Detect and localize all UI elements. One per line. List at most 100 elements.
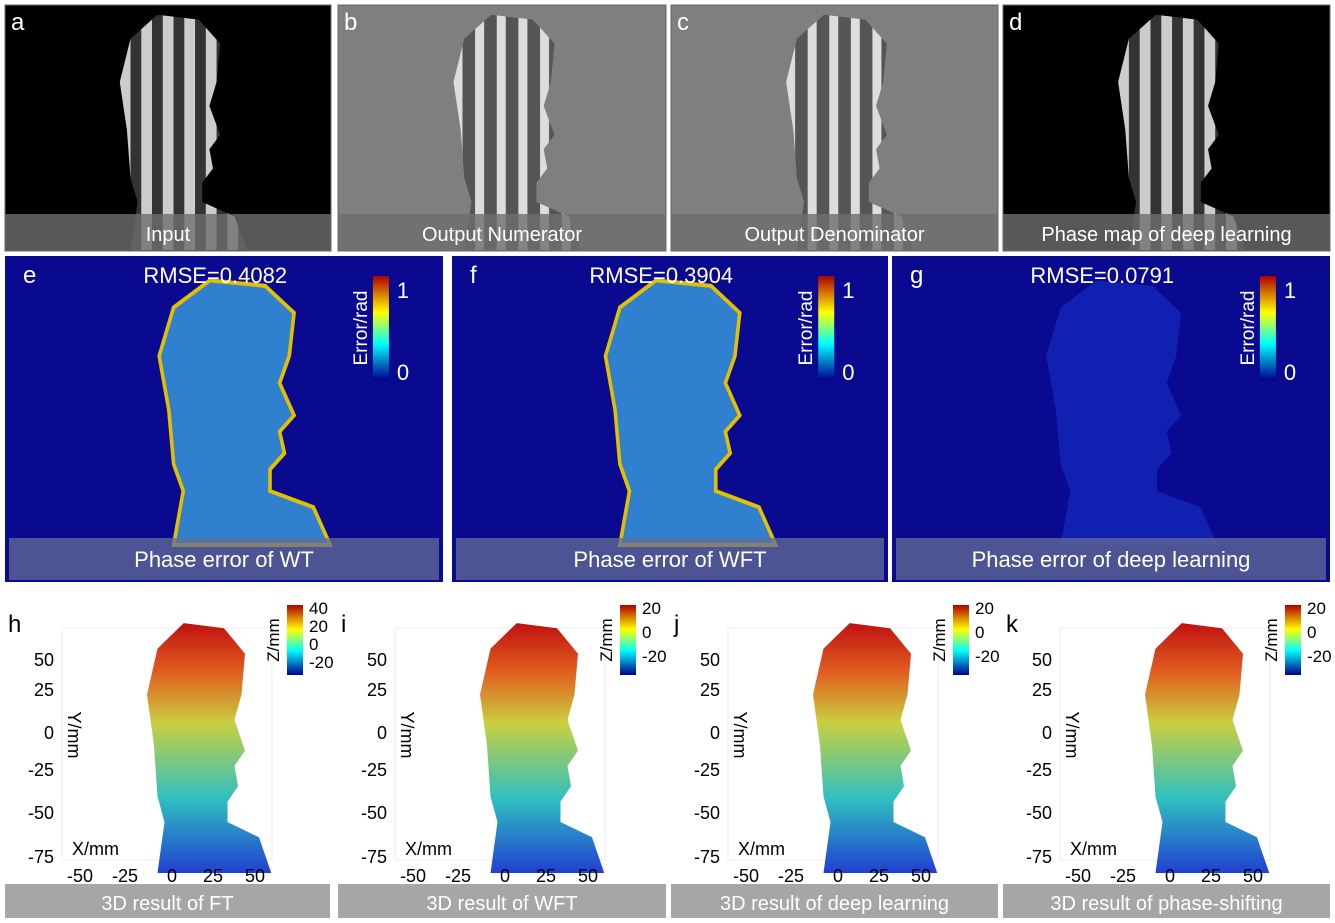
y-tick-label: -25 xyxy=(1026,760,1052,780)
colorbar-tick: -20 xyxy=(309,653,334,672)
y-tick-label: -75 xyxy=(1026,847,1052,867)
colorbar-tick: 20 xyxy=(975,599,994,618)
caption: 3D result of FT xyxy=(101,893,233,915)
x-tick-label: 50 xyxy=(245,866,265,886)
panel-letter: f xyxy=(470,262,477,289)
x-tick-label: -25 xyxy=(778,866,804,886)
y-tick-label: 0 xyxy=(44,723,54,743)
x-tick-label: -25 xyxy=(445,866,471,886)
head-image xyxy=(480,623,604,873)
y-tick-label: 0 xyxy=(1042,723,1052,743)
y-axis-label: Y/mm xyxy=(1062,712,1082,759)
y-tick-label: -25 xyxy=(694,760,720,780)
colorbar-tick: 20 xyxy=(1307,599,1326,618)
colorbar-tick: 1 xyxy=(1284,278,1296,303)
x-axis-label: X/mm xyxy=(738,839,785,859)
panel-letter: j xyxy=(673,611,679,638)
colorbar xyxy=(1260,276,1276,380)
panel-letter: b xyxy=(344,9,357,36)
y-tick-label: -50 xyxy=(361,803,387,823)
colorbar-tick: -20 xyxy=(642,647,667,666)
y-tick-label: 50 xyxy=(700,650,720,670)
colorbar-label: Error/rad xyxy=(351,291,372,366)
colorbar-tick: 20 xyxy=(309,617,328,636)
rmse-label: RMSE=0.3904 xyxy=(589,263,733,288)
panel-letter: d xyxy=(1009,9,1022,36)
colorbar-label: Error/rad xyxy=(796,291,817,366)
head-image xyxy=(1145,623,1269,873)
x-tick-label: -50 xyxy=(733,866,759,886)
y-axis-label: Y/mm xyxy=(64,712,84,759)
rmse-label: RMSE=0.0791 xyxy=(1030,263,1174,288)
colorbar-label: Z/mm xyxy=(264,618,283,661)
x-tick-label: 0 xyxy=(1165,866,1175,886)
panel-letter: i xyxy=(341,611,346,638)
caption: Phase map of deep learning xyxy=(1041,224,1291,246)
y-tick-label: -25 xyxy=(28,760,54,780)
caption: Phase error of WFT xyxy=(573,547,766,572)
panel-letter: k xyxy=(1006,611,1019,638)
colorbar-tick: 20 xyxy=(642,599,661,618)
colorbar xyxy=(1285,605,1301,675)
colorbar-label: Z/mm xyxy=(597,618,616,661)
caption: Phase error of WT xyxy=(134,547,314,572)
y-axis-label: Y/mm xyxy=(730,712,750,759)
y-tick-label: -50 xyxy=(694,803,720,823)
caption: Output Denominator xyxy=(744,224,924,246)
x-tick-label: -50 xyxy=(1065,866,1091,886)
caption: 3D result of deep learning xyxy=(720,893,949,915)
x-tick-label: 0 xyxy=(167,866,177,886)
colorbar-tick: 0 xyxy=(1307,623,1316,642)
x-axis-label: X/mm xyxy=(405,839,452,859)
x-tick-label: 50 xyxy=(578,866,598,886)
y-tick-label: 25 xyxy=(34,680,54,700)
y-tick-label: -50 xyxy=(1026,803,1052,823)
colorbar xyxy=(620,605,636,675)
panel-letter: e xyxy=(23,262,36,289)
panel-letter: g xyxy=(910,262,923,289)
x-tick-label: 0 xyxy=(500,866,510,886)
y-tick-label: 0 xyxy=(710,723,720,743)
caption: 3D result of phase-shifting xyxy=(1050,893,1282,915)
colorbar xyxy=(287,605,303,675)
x-tick-label: 25 xyxy=(1201,866,1221,886)
colorbar-tick: 0 xyxy=(1284,360,1296,385)
y-tick-label: -25 xyxy=(361,760,387,780)
x-tick-label: 50 xyxy=(1243,866,1263,886)
y-tick-label: -50 xyxy=(28,803,54,823)
y-tick-label: 0 xyxy=(377,723,387,743)
y-tick-label: 50 xyxy=(367,650,387,670)
caption: Input xyxy=(146,224,191,246)
x-tick-label: 0 xyxy=(833,866,843,886)
colorbar-label: Z/mm xyxy=(1262,618,1281,661)
x-axis-label: X/mm xyxy=(1070,839,1117,859)
panel-letter: h xyxy=(8,611,21,638)
figure: Input a Output Numerator b Output Denominato… xyxy=(0,0,1335,918)
colorbar-tick: 0 xyxy=(842,360,854,385)
panel-letter: c xyxy=(677,9,689,36)
x-tick-label: 25 xyxy=(536,866,556,886)
page: {"row1": [ {"letter": "a", "caption": "I… xyxy=(0,0,1335,918)
head-image xyxy=(147,623,271,873)
y-tick-label: 50 xyxy=(1032,650,1052,670)
colorbar-tick: 0 xyxy=(309,635,318,654)
y-tick-label: 50 xyxy=(34,650,54,670)
caption: 3D result of WFT xyxy=(426,893,577,915)
colorbar-tick: 40 xyxy=(309,599,328,618)
colorbar xyxy=(953,605,969,675)
x-tick-label: -25 xyxy=(1110,866,1136,886)
caption: Output Numerator xyxy=(422,224,582,246)
y-axis-label: Y/mm xyxy=(397,712,417,759)
colorbar-label: Z/mm xyxy=(930,618,949,661)
panel-letter: a xyxy=(11,9,25,36)
x-tick-label: -50 xyxy=(400,866,426,886)
y-tick-label: -75 xyxy=(361,847,387,867)
y-tick-label: 25 xyxy=(700,680,720,700)
y-tick-label: -75 xyxy=(28,847,54,867)
colorbar-tick: 0 xyxy=(975,623,984,642)
colorbar-tick: 0 xyxy=(642,623,651,642)
head-image xyxy=(813,623,937,873)
colorbar-tick: 0 xyxy=(397,360,409,385)
x-tick-label: -50 xyxy=(67,866,93,886)
colorbar-label: Error/rad xyxy=(1238,291,1259,366)
